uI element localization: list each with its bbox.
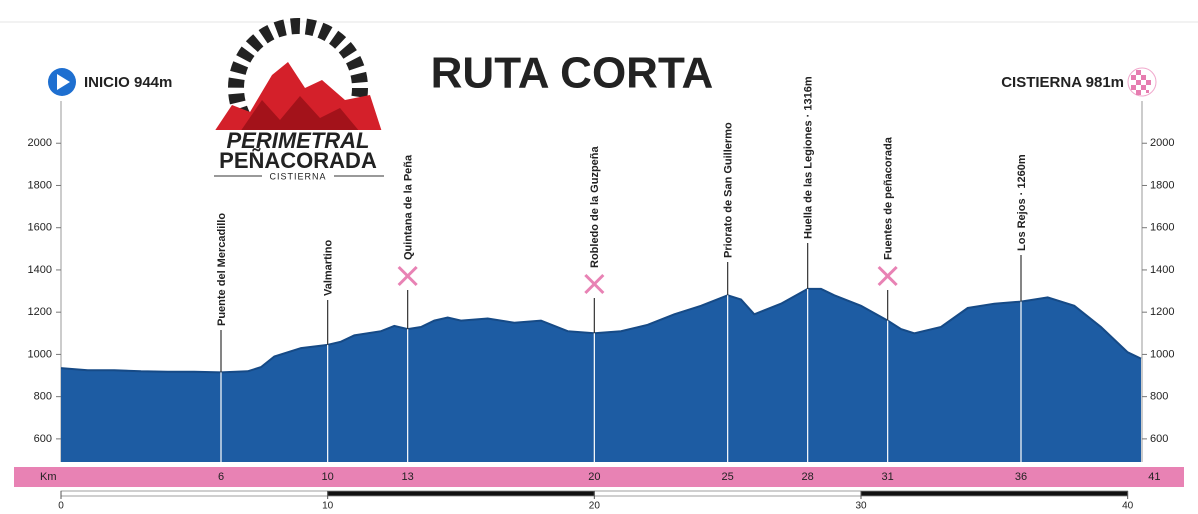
waypoint-label: Huella de las Legiones · 1316m	[803, 76, 815, 239]
y-tick-label-right: 800	[1150, 391, 1168, 403]
y-tick-label: 1000	[28, 348, 52, 360]
y-tick-label-right: 1200	[1150, 306, 1174, 318]
x-tick-label: 10	[322, 501, 334, 512]
knife	[877, 265, 898, 287]
food-icon	[397, 265, 418, 287]
x-tick-label: 0	[58, 501, 64, 512]
km-bar-label: 6	[218, 471, 224, 483]
y-tick-label: 1400	[28, 264, 52, 276]
y-tick-label-right: 1000	[1150, 348, 1174, 360]
scale-segment	[860, 490, 1129, 497]
km-bar-label: 31	[882, 471, 894, 483]
x-tick-label: 40	[1122, 501, 1134, 512]
chart-title: RUTA CORTA	[431, 49, 714, 98]
logo-line1: PERIMETRAL	[227, 128, 370, 153]
food-icon	[584, 273, 605, 295]
logo-line3: CISTIERNA	[269, 171, 326, 181]
scale-segment	[60, 490, 329, 497]
km-bar-label: 36	[1015, 471, 1027, 483]
y-tick-label: 1800	[28, 179, 52, 191]
scale-segment	[593, 490, 862, 497]
waypoint-label: Los Rejos · 1260m	[1016, 154, 1028, 251]
scale-segment	[327, 490, 595, 497]
elevation-line	[60, 287, 1142, 374]
y-tick-label: 1200	[28, 306, 52, 318]
km-bar-total: 41	[1148, 471, 1160, 483]
food-icon	[877, 265, 898, 287]
y-tick-label-right: 1400	[1150, 264, 1174, 276]
y-tick-label: 2000	[28, 137, 52, 149]
start-arrow	[57, 74, 70, 90]
end-label: CISTIERNA 981m	[1001, 74, 1124, 91]
logo: PERIMETRAL PEÑACORADA CISTIERNA	[210, 18, 388, 182]
waypoint-label: Priorato de San Guillermo	[723, 122, 735, 258]
elevation-area	[61, 288, 1141, 462]
km-bar-label: 25	[722, 471, 734, 483]
km-bar	[14, 467, 1184, 487]
km-bar-label: 20	[588, 471, 600, 483]
x-tick-label: 30	[855, 501, 867, 512]
y-tick-label: 1600	[28, 222, 52, 234]
waypoint-label: Fuentes de peñacorada	[883, 136, 895, 260]
waypoint-label: Quintana de la Peña	[403, 154, 415, 260]
km-bar-label: 13	[402, 471, 414, 483]
start-label: INICIO 944m	[84, 74, 172, 91]
waypoint-label: Puente del Mercadillo	[216, 213, 228, 326]
y-tick-label-right: 1800	[1150, 179, 1174, 191]
waypoint-label: Robledo de la Guzpeña	[589, 145, 601, 268]
knife	[584, 273, 605, 295]
waypoint-label: Valmartino	[323, 239, 335, 296]
y-tick-label-right: 2000	[1150, 137, 1174, 149]
km-bar-label: 10	[322, 471, 334, 483]
km-label: Km	[40, 471, 57, 483]
knife	[397, 265, 418, 287]
logo-line2: PEÑACORADA	[219, 148, 377, 173]
km-bar-label: 28	[802, 471, 814, 483]
y-tick-label: 600	[34, 433, 52, 445]
y-tick-label: 800	[34, 391, 52, 403]
finish-icon	[1127, 67, 1157, 97]
y-tick-label-right: 1600	[1150, 222, 1174, 234]
x-tick-label: 20	[589, 501, 601, 512]
y-tick-label-right: 600	[1150, 433, 1168, 445]
